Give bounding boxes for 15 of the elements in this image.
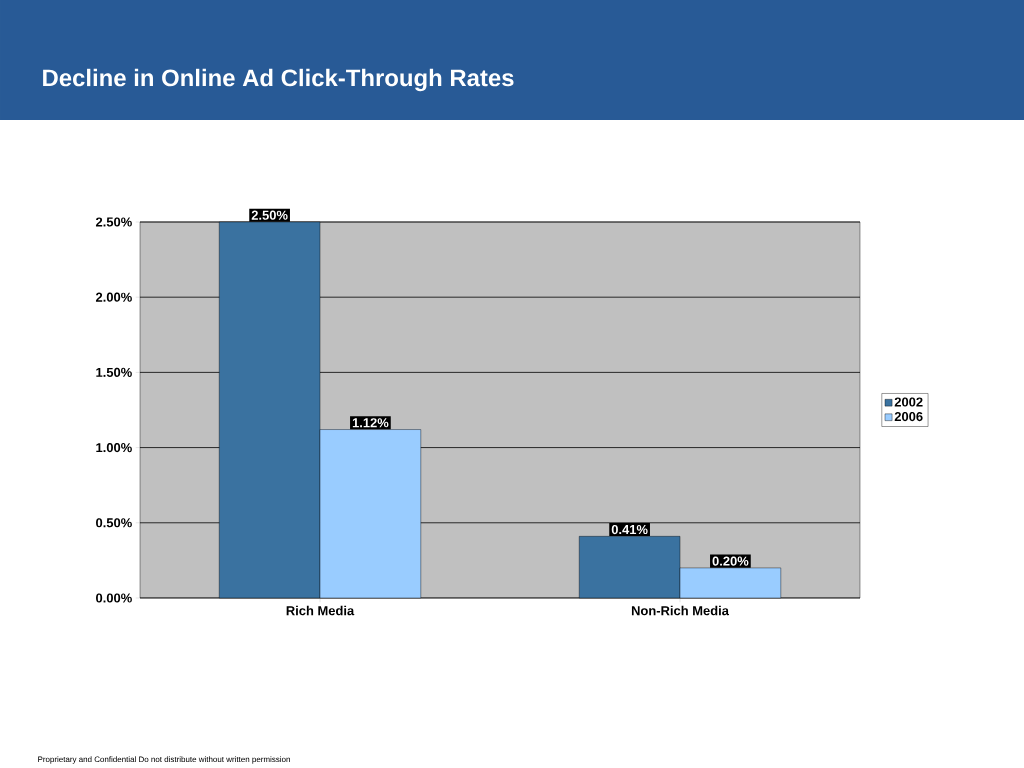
- data-label: 0.20%: [712, 556, 749, 566]
- x-tick-label: Non-Rich Media: [631, 605, 730, 616]
- y-tick-label: 1.50%: [96, 367, 132, 377]
- data-label: 2.50%: [251, 210, 288, 220]
- y-tick-label: 0.50%: [96, 518, 132, 528]
- y-tick-label: 0.00%: [96, 593, 132, 603]
- y-tick-label: 1.00%: [96, 443, 132, 453]
- legend-label: 2002: [894, 397, 923, 407]
- legend-label: 2006: [894, 411, 923, 422]
- y-tick-label: 2.50%: [95, 217, 132, 227]
- y-tick-label: 2.00%: [95, 292, 132, 302]
- chart-title: Decline in Online Ad Click-Through Rates: [43, 68, 514, 92]
- x-tick-label: Rich Media: [286, 605, 355, 616]
- data-label: 0.41%: [611, 524, 648, 535]
- data-label: 1.12%: [352, 418, 389, 428]
